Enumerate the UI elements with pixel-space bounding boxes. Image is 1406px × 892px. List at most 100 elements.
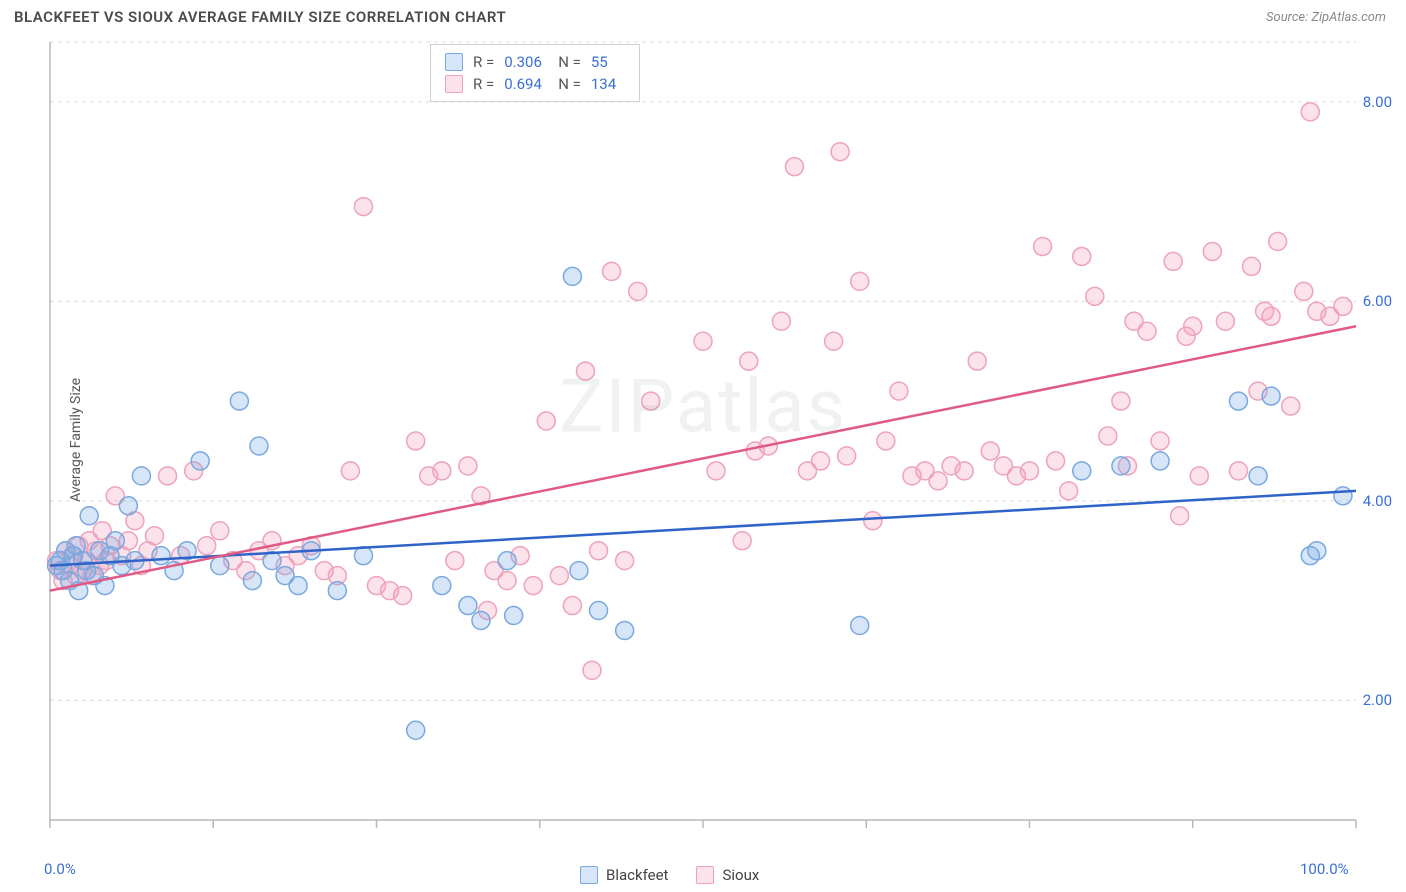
scatter-point [328, 582, 346, 600]
scatter-point [498, 572, 516, 590]
scatter-point [1334, 297, 1352, 315]
scatter-point [590, 542, 608, 560]
scatter-point [1164, 252, 1182, 270]
scatter-point [1262, 307, 1280, 325]
scatter-point [1073, 247, 1091, 265]
scatter-point [1034, 237, 1052, 255]
legend-r-value: 0.694 [504, 75, 548, 93]
scatter-point [583, 661, 601, 679]
scatter-point [1021, 462, 1039, 480]
legend-n-value: 134 [591, 75, 625, 93]
legend-swatch [445, 75, 463, 93]
scatter-point [524, 577, 542, 595]
scatter-point [1151, 432, 1169, 450]
scatter-point [929, 472, 947, 490]
scatter-point [1249, 467, 1267, 485]
scatter-point [119, 497, 137, 515]
scatter-point [1229, 462, 1247, 480]
legend-n-label: N = [558, 75, 581, 93]
scatter-point [498, 552, 516, 570]
legend-r-label: R = [473, 75, 494, 93]
scatter-point [1099, 427, 1117, 445]
scatter-point [407, 721, 425, 739]
scatter-point [570, 562, 588, 580]
legend-swatch [696, 866, 714, 884]
legend-r-label: R = [473, 53, 494, 71]
legend-n-label: N = [558, 53, 581, 71]
scatter-point [1171, 507, 1189, 525]
scatter-point [590, 602, 608, 620]
scatter-point [1262, 387, 1280, 405]
scatter-point [864, 512, 882, 530]
scatter-point [537, 412, 555, 430]
scatter-point [740, 352, 758, 370]
x-tick-label: 0.0% [44, 860, 76, 878]
legend-r-value: 0.306 [504, 53, 548, 71]
scatter-point [1060, 482, 1078, 500]
y-tick-label: 4.00 [1363, 492, 1392, 510]
scatter-point [505, 607, 523, 625]
scatter-point [191, 452, 209, 470]
scatter-point [354, 198, 372, 216]
scatter-point [211, 557, 229, 575]
chart-header: BLACKFEET VS SIOUX AVERAGE FAMILY SIZE C… [0, 0, 1406, 30]
scatter-point [825, 332, 843, 350]
scatter-point [1295, 282, 1313, 300]
scatter-point [446, 552, 464, 570]
scatter-point [890, 382, 908, 400]
scatter-point [877, 432, 895, 450]
y-tick-label: 6.00 [1363, 292, 1392, 310]
scatter-point [838, 447, 856, 465]
scatter-point [459, 597, 477, 615]
scatter-point [433, 462, 451, 480]
scatter-point [603, 262, 621, 280]
scatter-point [211, 522, 229, 540]
scatter-point [1086, 287, 1104, 305]
scatter-point [132, 467, 150, 485]
scatter-point [1184, 317, 1202, 335]
scatter-point [1301, 103, 1319, 121]
scatter-point [1112, 392, 1130, 410]
scatter-point [1112, 457, 1130, 475]
scatter-point [1229, 392, 1247, 410]
legend-swatch [445, 53, 463, 71]
scatter-point [394, 587, 412, 605]
scatter-point [1243, 257, 1261, 275]
scatter-point [851, 272, 869, 290]
chart-source: Source: ZipAtlas.com [1266, 10, 1386, 25]
scatter-point [1282, 397, 1300, 415]
scatter-point [812, 452, 830, 470]
scatter-point [550, 567, 568, 585]
scatter-point [785, 158, 803, 176]
scatter-point [407, 432, 425, 450]
scatter-point [563, 267, 581, 285]
scatter-point [289, 577, 307, 595]
scatter-point [145, 527, 163, 545]
scatter-point [1047, 452, 1065, 470]
x-tick-label: 100.0% [1300, 860, 1349, 878]
legend-row: R = 0.694 N = 134 [445, 73, 625, 95]
scatter-point [250, 437, 268, 455]
scatter-point [1308, 542, 1326, 560]
scatter-point [1151, 452, 1169, 470]
scatter-point [616, 552, 634, 570]
scatter-point [152, 547, 170, 565]
scatter-point [1190, 467, 1208, 485]
scatter-point [106, 532, 124, 550]
scatter-point [1203, 242, 1221, 260]
scatter-point [1073, 462, 1091, 480]
scatter-point [955, 462, 973, 480]
scatter-point [80, 507, 98, 525]
scatter-point [563, 597, 581, 615]
scatter-point [230, 392, 248, 410]
trend-line [50, 491, 1356, 566]
scatter-point [198, 537, 216, 555]
scatter-point [642, 392, 660, 410]
scatter-point [1269, 232, 1287, 250]
scatter-point [459, 457, 477, 475]
scatter-point [707, 462, 725, 480]
scatter-point [433, 577, 451, 595]
series-legend: BlackfeetSioux [580, 866, 759, 884]
scatter-point [472, 612, 490, 630]
legend-n-value: 55 [591, 53, 625, 71]
